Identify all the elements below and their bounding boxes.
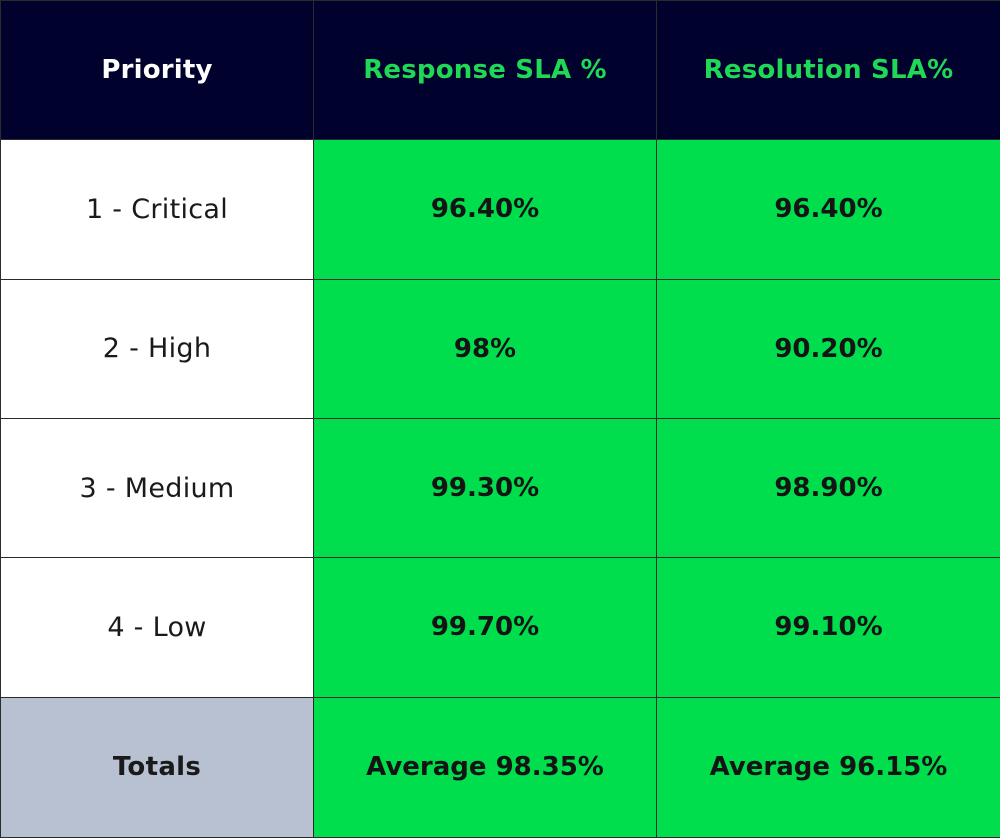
totals-resolution-average: Average 96.15% <box>656 696 1000 838</box>
totals-response-average: Average 98.35% <box>313 696 657 838</box>
priority-cell: 2 - High <box>0 278 314 419</box>
header-resolution-sla: Resolution SLA% <box>656 0 1000 141</box>
table-row: 3 - Medium 99.30% 98.90% <box>0 417 1000 559</box>
totals-row: Totals Average 98.35% Average 96.15% <box>0 696 1000 838</box>
response-sla-cell: 99.70% <box>313 557 657 698</box>
resolution-sla-cell: 90.20% <box>656 278 1000 419</box>
priority-cell: 1 - Critical <box>0 139 314 280</box>
totals-label: Totals <box>0 696 314 838</box>
header-response-sla: Response SLA % <box>313 0 657 141</box>
response-sla-cell: 96.40% <box>313 139 657 280</box>
table-row: 4 - Low 99.70% 99.10% <box>0 557 1000 698</box>
table-header-row: Priority Response SLA % Resolution SLA% <box>0 0 1000 141</box>
priority-cell: 4 - Low <box>0 557 314 698</box>
resolution-sla-cell: 98.90% <box>656 417 1000 559</box>
header-priority: Priority <box>0 0 314 141</box>
resolution-sla-cell: 96.40% <box>656 139 1000 280</box>
table-row: 2 - High 98% 90.20% <box>0 278 1000 419</box>
resolution-sla-cell: 99.10% <box>656 557 1000 698</box>
table-row: 1 - Critical 96.40% 96.40% <box>0 139 1000 280</box>
priority-cell: 3 - Medium <box>0 417 314 559</box>
response-sla-cell: 98% <box>313 278 657 419</box>
response-sla-cell: 99.30% <box>313 417 657 559</box>
